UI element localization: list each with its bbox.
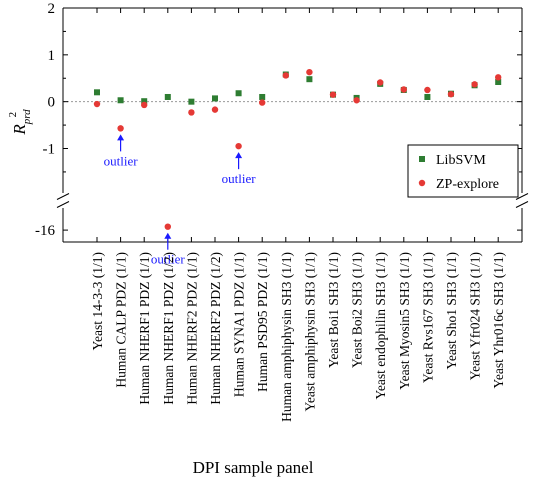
- point-libsvm: [424, 93, 431, 100]
- point-libsvm: [117, 97, 124, 104]
- point-zp-explore: [188, 109, 195, 116]
- y-axis-label-main: R: [10, 124, 29, 136]
- point-zp-explore: [471, 81, 478, 88]
- x-tick-label: Yeast Boi1 SH3 (1/1): [326, 252, 341, 368]
- y-tick-label: 2: [48, 1, 56, 17]
- legend: LibSVM ZP-explore: [407, 144, 519, 198]
- x-tick-label: Human SYNA1 PDZ (1/1): [232, 252, 247, 397]
- outlier-label: outlier: [222, 171, 257, 186]
- outlier-annotations: outlier outlier outlier: [104, 134, 257, 267]
- axis-break-mark: [515, 201, 529, 208]
- point-libsvm: [259, 93, 266, 100]
- x-tick-label: Human PSD95 PDZ (1/1): [255, 252, 270, 392]
- x-tick-label: Yeast Myosin5 SH3 (1/1): [397, 252, 412, 390]
- point-libsvm: [94, 89, 100, 96]
- y-tick-label: 0: [48, 95, 56, 111]
- point-zp-explore: [259, 99, 266, 106]
- legend-box: [407, 144, 519, 198]
- legend-marker-libsvm: [419, 156, 425, 162]
- y-axis-label-sup: 2: [7, 112, 19, 118]
- point-zp-explore: [235, 142, 242, 150]
- axis-break-mark: [515, 193, 529, 200]
- point-zp-explore: [164, 223, 171, 230]
- outlier-label: outlier: [104, 153, 139, 168]
- point-libsvm: [212, 95, 218, 102]
- data-points: [93, 68, 502, 230]
- y-tick-label-lower: -16: [35, 223, 55, 239]
- point-zp-explore: [141, 101, 148, 109]
- point-zp-explore: [306, 68, 313, 76]
- axis-break-mark: [56, 193, 70, 200]
- x-tick-label: Yeast endophilin SH3 (1/1): [373, 252, 388, 400]
- point-zp-explore: [447, 90, 455, 98]
- legend-label: LibSVM: [436, 153, 486, 168]
- point-libsvm: [235, 90, 242, 97]
- point-zp-explore: [211, 106, 219, 113]
- x-tick-label: Yeast amphiphysin SH3 (1/1): [302, 252, 317, 412]
- point-zp-explore: [424, 86, 431, 94]
- point-libsvm: [141, 98, 148, 105]
- x-tick-label: Yeast Sho1 SH3 (1/1): [444, 252, 459, 370]
- x-axis-label: DPI sample panel: [193, 458, 314, 477]
- x-tick-label: Human NHERF2 PDZ (1/1): [184, 252, 199, 405]
- legend-label: ZP-explore: [436, 177, 499, 192]
- y-tick-label: 1: [48, 48, 56, 64]
- y-axis-label: Rprd2: [7, 109, 33, 136]
- outlier-arrow-head: [117, 134, 125, 141]
- x-tick-label: Yeast Yhr016c SH3 (1/1): [491, 252, 506, 389]
- point-zp-explore: [329, 91, 337, 98]
- point-zp-explore: [400, 86, 407, 93]
- point-zp-explore: [377, 79, 384, 86]
- point-zp-explore: [117, 125, 124, 132]
- upper-axes: 2 1 0 -1: [43, 1, 523, 193]
- x-tick-label: Yeast 14-3-3 (1/1): [90, 252, 105, 350]
- outlier-label: outlier: [151, 252, 186, 267]
- point-libsvm: [188, 98, 195, 105]
- point-zp-explore: [282, 72, 289, 79]
- outlier-arrow-head: [235, 152, 243, 159]
- point-libsvm: [495, 79, 502, 85]
- y-axis-label-sub: prd: [21, 109, 33, 125]
- point-libsvm: [164, 93, 171, 100]
- x-tick-label: Yeast Boi2 SH3 (1/1): [350, 252, 365, 368]
- y-tick-label: -1: [43, 142, 56, 158]
- point-libsvm: [306, 76, 313, 83]
- x-tick-labels: Yeast 14-3-3 (1/1) Human CALP PDZ (1/1) Hu…: [90, 252, 506, 422]
- point-zp-explore: [353, 97, 360, 104]
- x-tick-label: Yeast Yfr024 SH3 (1/1): [468, 252, 483, 380]
- x-tick-label: Human NHERF1 PDZ (1/1): [137, 252, 152, 405]
- point-zp-explore: [93, 100, 101, 108]
- axis-break-mark: [56, 201, 70, 208]
- x-tick-label: Human CALP PDZ (1/1): [114, 252, 129, 388]
- x-tick-label: Human amphiphysin SH3 (1/1): [279, 252, 294, 422]
- axis-break-gap: [56, 194, 70, 207]
- lower-axes: -16: [35, 193, 529, 243]
- x-tick-label: Yeast Rvs167 SH3 (1/1): [420, 252, 435, 383]
- x-tick-label: Human NHERF1 PDZ (1/2): [161, 252, 176, 405]
- point-zp-explore: [495, 74, 502, 81]
- x-tick-label: Human NHERF2 PDZ (1/2): [208, 252, 223, 405]
- legend-marker-zp-explore: [418, 179, 426, 187]
- outlier-arrow-head: [164, 232, 172, 239]
